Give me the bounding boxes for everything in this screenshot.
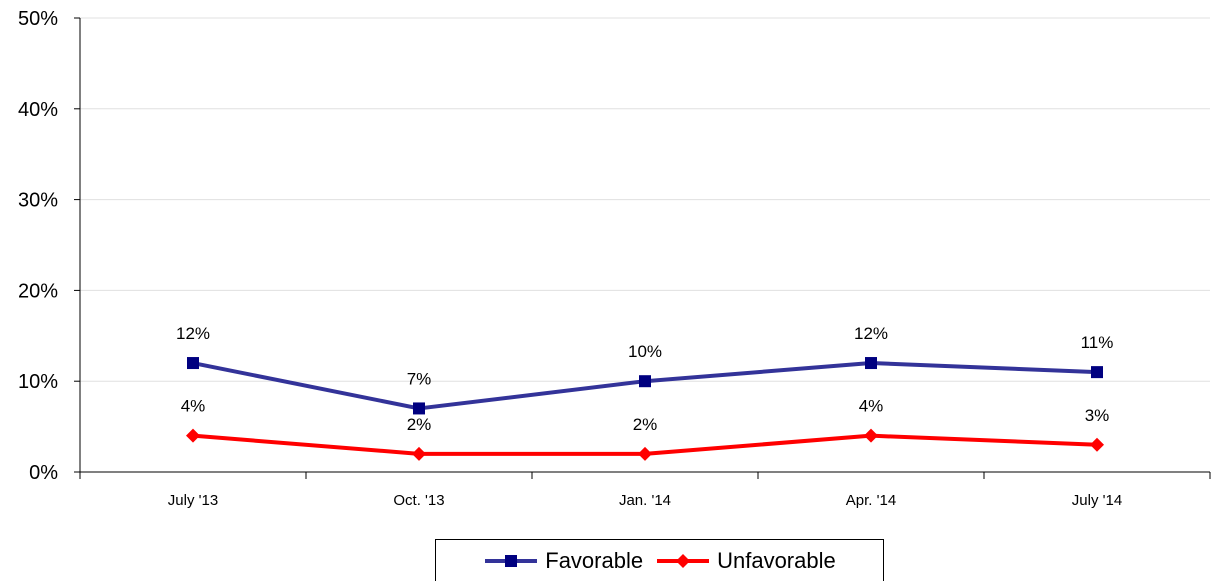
y-tick-label: 0% [29, 462, 58, 484]
line-chart: 0% 10% 20% 30% 40% 50% July '13 Oct. '13 Jan. '… [18, 8, 1211, 509]
y-axis-ticks: 0% 10% 20% 30% 40% 50% [18, 8, 58, 484]
y-tick-label: 50% [18, 8, 58, 30]
data-label: 7% [407, 369, 432, 388]
data-point [413, 402, 425, 415]
data-label: 12% [176, 324, 210, 343]
legend: Favorable Unfavorable [435, 539, 884, 581]
data-label: 10% [628, 342, 662, 361]
legend-swatch-favorable [485, 554, 538, 567]
y-tick-label: 30% [18, 190, 58, 212]
data-label: 2% [633, 415, 658, 434]
series-unfavorable: 4% 2% 2% 4% 3% [181, 397, 1110, 461]
data-point [186, 428, 200, 443]
data-point [412, 446, 426, 461]
x-tick-label: Jan. '14 [619, 492, 671, 509]
x-tick-label: July '14 [1072, 492, 1122, 509]
y-tick-label: 40% [18, 99, 58, 121]
data-point [1090, 437, 1104, 452]
legend-item-favorable: Favorable [483, 548, 643, 574]
x-tick-label: Oct. '13 [393, 492, 444, 509]
series-layer: 12% 7% 10% 12% 11% 4% 2% 2% 4% 3% [176, 324, 1113, 461]
data-label: 12% [854, 324, 888, 343]
legend-item-unfavorable: Unfavorable [655, 548, 836, 574]
data-point [1091, 366, 1103, 379]
x-tick-label: Apr. '14 [846, 492, 896, 509]
data-label: 4% [181, 397, 206, 416]
legend-label-favorable: Favorable [545, 547, 644, 573]
data-point [864, 428, 878, 443]
legend-label-unfavorable: Unfavorable [717, 547, 836, 573]
data-label: 11% [1081, 333, 1114, 352]
series-favorable: 12% 7% 10% 12% 11% [176, 324, 1114, 415]
x-axis-ticks: July '13 Oct. '13 Jan. '14 Apr. '14 July '14 [168, 492, 1122, 509]
data-point [865, 357, 877, 370]
gridlines [80, 17, 1210, 382]
axes [74, 17, 1211, 479]
data-point [639, 375, 651, 388]
data-label: 4% [859, 397, 884, 416]
y-tick-label: 20% [18, 280, 58, 302]
data-label: 2% [407, 415, 432, 434]
data-label: 3% [1085, 406, 1110, 425]
data-point [638, 446, 652, 461]
y-tick-label: 10% [18, 371, 58, 393]
legend-swatch-unfavorable [657, 553, 710, 568]
data-point [187, 357, 199, 370]
x-tick-label: July '13 [168, 492, 218, 509]
